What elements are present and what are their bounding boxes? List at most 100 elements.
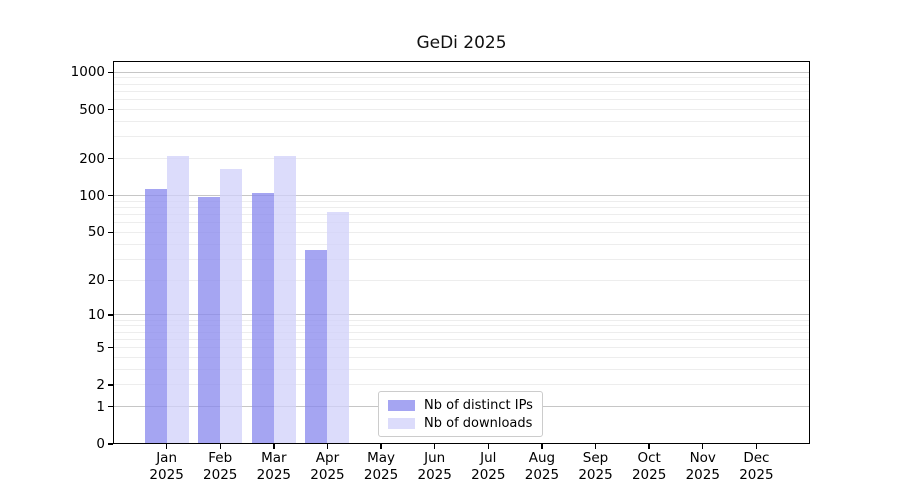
- y-axis-tick: [108, 108, 113, 111]
- year-label: 2025: [685, 466, 720, 483]
- y-axis-tick: [108, 384, 113, 386]
- plot-area: Nb of distinct IPs Nb of downloads 1000 5…: [71, 61, 810, 483]
- minor-gridline: [113, 222, 810, 224]
- y-axis-tick-label: 1000: [70, 64, 105, 81]
- y-axis-tick-label: 50: [87, 224, 105, 241]
- y-axis-tick: [108, 279, 113, 281]
- minor-gridline: [113, 109, 810, 111]
- x-axis-tick-label: Jun 2025: [403, 450, 467, 483]
- month-label: Jun: [424, 450, 446, 466]
- bar-downloads: [327, 212, 350, 444]
- legend-swatch-distinct-ips: [388, 399, 415, 411]
- month-label: Sep: [582, 450, 609, 466]
- month-label: Feb: [208, 450, 233, 466]
- minor-gridline: [113, 243, 810, 245]
- y-axis-tick: [108, 314, 113, 316]
- x-axis-tick-label: Aug 2025: [510, 450, 574, 483]
- minor-gridline: [113, 83, 810, 85]
- x-axis-tick: [702, 444, 704, 449]
- legend: Nb of distinct IPs Nb of downloads: [378, 391, 543, 437]
- x-axis-tick-label: Jul 2025: [456, 450, 520, 483]
- minor-gridline: [113, 214, 810, 216]
- minor-gridline: [113, 158, 810, 160]
- month-label: Oct: [637, 450, 661, 466]
- x-axis-tick-label: Oct 2025: [617, 450, 681, 483]
- minor-gridline: [113, 99, 810, 101]
- month-label: Apr: [315, 450, 340, 466]
- minor-gridline: [113, 200, 810, 202]
- minor-gridline: [113, 207, 810, 209]
- x-axis-tick-label: Dec 2025: [724, 450, 788, 483]
- x-axis-tick: [165, 444, 168, 449]
- year-label: 2025: [203, 466, 238, 483]
- minor-gridline: [113, 90, 810, 92]
- year-label: 2025: [310, 466, 345, 483]
- chart-title: GeDi 2025: [416, 33, 507, 53]
- month-label: May: [367, 450, 396, 466]
- y-axis-tick: [108, 71, 113, 73]
- y-axis-tick-label: 1: [96, 398, 105, 415]
- bar-downloads: [273, 156, 296, 444]
- minor-gridline: [113, 77, 810, 79]
- minor-gridline: [113, 258, 810, 260]
- x-axis-tick-label: May 2025: [349, 450, 413, 483]
- y-axis-tick-label: 0: [96, 436, 105, 452]
- minor-gridline: [113, 136, 810, 138]
- month-label: Dec: [743, 450, 770, 466]
- month-label: Nov: [689, 450, 716, 466]
- x-axis-tick: [541, 444, 543, 449]
- major-gridline: [113, 195, 810, 197]
- y-axis-tick: [108, 231, 113, 234]
- legend-label-distinct-ips: Nb of distinct IPs: [424, 397, 533, 413]
- x-axis-tick: [487, 444, 489, 449]
- x-axis-tick: [219, 444, 221, 449]
- minor-gridline: [113, 347, 810, 349]
- legend-swatch-downloads: [388, 417, 415, 429]
- x-axis-tick: [433, 444, 436, 449]
- y-axis-tick: [108, 346, 113, 349]
- x-axis-tick: [755, 444, 758, 449]
- bar-distinct-ips: [305, 249, 328, 444]
- minor-gridline: [113, 368, 810, 370]
- year-label: 2025: [417, 466, 452, 483]
- minor-gridline: [113, 231, 810, 233]
- year-label: 2025: [739, 466, 774, 483]
- month-label: Aug: [528, 450, 556, 466]
- year-label: 2025: [363, 466, 399, 483]
- minor-gridline: [113, 319, 810, 321]
- y-axis-tick-label: 5: [96, 339, 105, 356]
- y-axis-tick: [108, 195, 113, 197]
- x-axis-tick-label: Apr 2025: [295, 450, 359, 483]
- y-axis-tick-label: 500: [79, 101, 105, 118]
- bar-downloads: [220, 168, 243, 444]
- bar-distinct-ips: [198, 196, 221, 444]
- x-axis-tick-label: Feb 2025: [188, 450, 252, 483]
- y-axis-tick: [108, 157, 113, 160]
- month-label: Mar: [261, 450, 287, 466]
- year-label: 2025: [631, 466, 667, 483]
- x-axis-tick: [594, 444, 597, 449]
- x-axis-tick: [273, 444, 275, 449]
- bar-distinct-ips: [251, 193, 274, 444]
- year-label: 2025: [471, 466, 506, 483]
- year-label: 2025: [256, 466, 292, 483]
- x-axis-tick: [380, 444, 382, 449]
- legend-row-downloads: Nb of downloads: [388, 416, 533, 431]
- y-axis-tick-label: 2: [96, 376, 105, 393]
- month-label: Jan: [156, 450, 178, 466]
- month-label: Jul: [480, 450, 497, 466]
- major-gridline: [113, 314, 810, 316]
- minor-gridline: [113, 338, 810, 340]
- legend-row-distinct-ips: Nb of distinct IPs: [388, 398, 533, 413]
- bar-distinct-ips: [144, 188, 167, 444]
- major-gridline: [113, 71, 810, 73]
- y-axis-tick: [108, 406, 113, 408]
- x-axis-tick-label: Nov 2025: [671, 450, 735, 483]
- x-axis-tick-label: Jan 2025: [135, 450, 199, 483]
- year-label: 2025: [578, 466, 613, 483]
- y-axis-tick-label: 200: [79, 150, 105, 167]
- year-label: 2025: [524, 466, 560, 483]
- minor-gridline: [113, 356, 810, 358]
- y-axis-tick-label: 100: [79, 187, 105, 204]
